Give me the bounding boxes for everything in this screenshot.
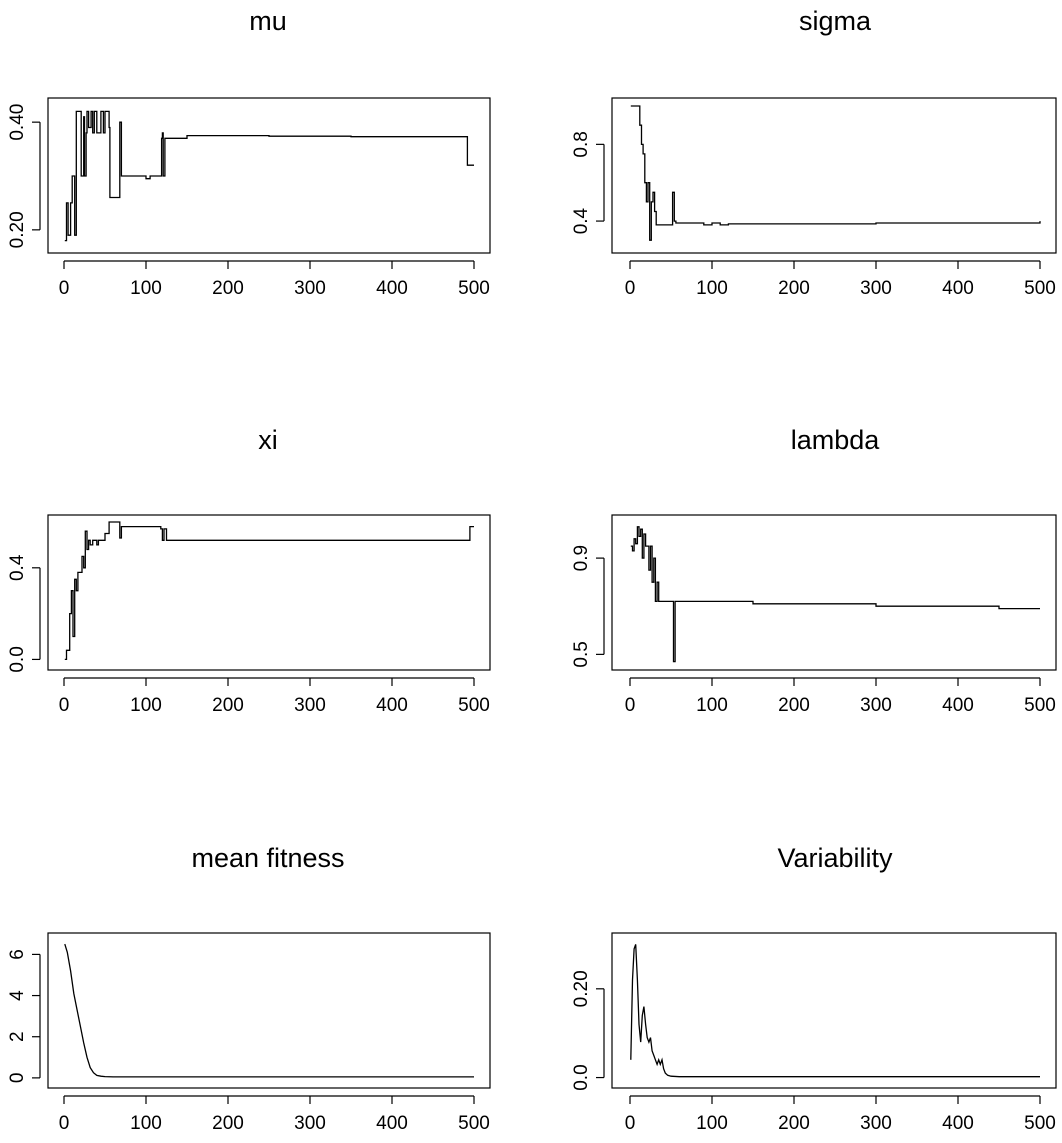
- panel-mu: mu 0 100 200 300 400 500 0.20 0.40: [7, 6, 491, 299]
- x-tick-label: 400: [942, 278, 974, 299]
- plot-frame: [47, 932, 491, 1089]
- x-tick-label: 500: [458, 278, 490, 299]
- x-axis: 0 100 200 300 400 500: [625, 677, 1056, 716]
- y-tick-label: 0.9: [571, 545, 592, 571]
- x-tick-label: 100: [130, 695, 162, 716]
- x-tick-label: 0: [59, 695, 70, 716]
- y-tick-label: 2: [7, 1031, 28, 1042]
- x-tick-label: 100: [696, 695, 728, 716]
- x-tick-label: 0: [625, 278, 636, 299]
- series-line: [630, 526, 1040, 663]
- x-tick-label: 200: [778, 278, 810, 299]
- x-tick-label: 500: [1024, 278, 1056, 299]
- x-tick-label: 300: [860, 278, 892, 299]
- x-axis: 0 100 200 300 400 500: [625, 260, 1056, 299]
- series-layer: [64, 110, 474, 242]
- panel-lambda: lambda 0 100 200 300 400 500 0.5 0.9: [571, 425, 1057, 716]
- x-tick-label: 300: [860, 695, 892, 716]
- x-tick-label: 200: [212, 1113, 244, 1134]
- plot-frame: [47, 97, 491, 254]
- y-tick-label: 0.0: [571, 1064, 592, 1090]
- x-tick-label: 0: [59, 1113, 70, 1134]
- series-line: [630, 105, 1041, 241]
- y-tick-label: 0.0: [7, 646, 28, 672]
- series-line: [64, 943, 474, 1078]
- panel-variability: Variability 0 100 200 300 400 500 0.0 0.20: [571, 843, 1057, 1134]
- x-tick-label: 100: [696, 1113, 728, 1134]
- y-tick-label: 0.20: [571, 970, 592, 1007]
- x-tick-label: 200: [212, 278, 244, 299]
- x-tick-label: 400: [376, 278, 408, 299]
- plot-frame: [611, 932, 1057, 1089]
- x-tick-label: 300: [294, 1113, 326, 1134]
- panel-title: Variability: [777, 843, 893, 873]
- y-tick-label: 0.4: [571, 207, 592, 234]
- panel-sigma: sigma 0 100 200 300 400 500 0.4 0.8: [571, 6, 1057, 299]
- series-layer: [64, 521, 474, 661]
- y-axis: 0.0 0.20: [571, 970, 605, 1091]
- x-tick-label: 300: [860, 1113, 892, 1134]
- x-axis: 0 100 200 300 400 500: [59, 1095, 490, 1134]
- x-tick-label: 100: [130, 278, 162, 299]
- x-tick-label: 300: [294, 695, 326, 716]
- x-tick-label: 200: [778, 695, 810, 716]
- x-axis: 0 100 200 300 400 500: [59, 260, 490, 299]
- series-layer: [64, 943, 474, 1078]
- series-line: [630, 944, 1040, 1078]
- y-axis: 0.4 0.8: [571, 131, 605, 234]
- series-line: [64, 110, 474, 242]
- x-tick-label: 0: [59, 278, 70, 299]
- x-tick-label: 500: [1024, 1113, 1056, 1134]
- panel-title: lambda: [791, 425, 881, 455]
- x-tick-label: 200: [212, 695, 244, 716]
- x-tick-label: 400: [942, 1113, 974, 1134]
- y-tick-label: 0.5: [571, 641, 592, 667]
- x-tick-label: 400: [942, 695, 974, 716]
- panel-mean-fitness: mean fitness 0 100 200 300 400 500 0 2 4 6: [7, 843, 491, 1134]
- x-tick-label: 0: [625, 695, 636, 716]
- panel-xi: xi 0 100 200 300 400 500 0.0 0.4: [7, 425, 491, 716]
- series-layer: [630, 526, 1040, 663]
- x-axis: 0 100 200 300 400 500: [625, 1095, 1056, 1134]
- x-tick-label: 200: [778, 1113, 810, 1134]
- y-axis: 0.5 0.9: [571, 545, 605, 668]
- x-tick-label: 500: [458, 695, 490, 716]
- panel-title: mean fitness: [191, 843, 344, 873]
- x-tick-label: 0: [625, 1113, 636, 1134]
- plot-frame: [611, 514, 1057, 671]
- y-tick-label: 0.20: [7, 211, 28, 248]
- y-tick-label: 6: [7, 949, 28, 960]
- x-tick-label: 400: [376, 695, 408, 716]
- y-tick-label: 4: [7, 990, 28, 1001]
- plot-frame: [47, 514, 491, 671]
- x-tick-label: 100: [696, 278, 728, 299]
- x-axis: 0 100 200 300 400 500: [59, 677, 490, 716]
- panel-title: sigma: [799, 6, 872, 36]
- y-tick-label: 0.8: [571, 131, 592, 157]
- plot-frame: [611, 97, 1057, 254]
- series-line: [64, 521, 474, 661]
- y-tick-label: 0.40: [7, 104, 28, 141]
- panel-title: xi: [258, 425, 278, 455]
- x-tick-label: 500: [458, 1113, 490, 1134]
- series-layer: [630, 105, 1041, 241]
- panel-title: mu: [249, 6, 287, 36]
- x-tick-label: 500: [1024, 695, 1056, 716]
- y-axis: 0.0 0.4: [7, 554, 41, 673]
- x-tick-label: 300: [294, 278, 326, 299]
- x-tick-label: 400: [376, 1113, 408, 1134]
- series-layer: [630, 944, 1040, 1078]
- y-axis: 0.20 0.40: [7, 104, 41, 248]
- y-tick-label: 0: [7, 1073, 28, 1084]
- y-tick-label: 0.4: [7, 554, 28, 581]
- x-tick-label: 100: [130, 1113, 162, 1134]
- y-axis: 0 2 4 6: [7, 949, 41, 1084]
